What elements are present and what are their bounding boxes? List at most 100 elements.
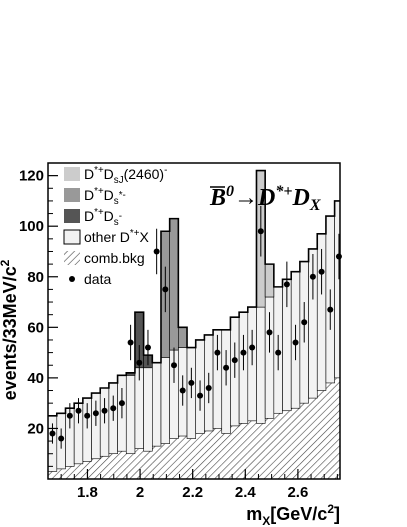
x-tick-label: 2.4 bbox=[235, 484, 257, 501]
data-marker bbox=[66, 412, 73, 419]
legend-label: other D*+X bbox=[84, 228, 149, 245]
y-tick-label: 40 bbox=[27, 370, 44, 387]
data-point bbox=[301, 302, 308, 343]
data-marker bbox=[335, 253, 342, 260]
bar bbox=[169, 438, 179, 479]
bar bbox=[117, 451, 127, 479]
total-line bbox=[48, 169, 340, 417]
bar bbox=[265, 418, 274, 479]
data-marker bbox=[257, 228, 264, 235]
data-marker bbox=[205, 384, 212, 391]
data-point bbox=[214, 334, 221, 371]
data-point bbox=[283, 261, 290, 308]
bar bbox=[187, 438, 196, 479]
bar bbox=[152, 446, 161, 479]
data-point bbox=[75, 398, 82, 424]
data-point bbox=[171, 347, 178, 383]
data-point bbox=[84, 403, 91, 429]
bar bbox=[125, 375, 136, 455]
bar bbox=[264, 263, 275, 298]
y-tick-label: 100 bbox=[19, 218, 44, 235]
legend-label: D*+Ds*- bbox=[84, 186, 126, 207]
data-point bbox=[118, 387, 125, 419]
legend-entry-data: data bbox=[69, 271, 111, 287]
bar bbox=[239, 423, 248, 479]
legend-entry: D*+Ds- bbox=[64, 207, 122, 228]
bar bbox=[195, 433, 205, 479]
bar bbox=[178, 436, 188, 479]
data-marker bbox=[136, 359, 143, 366]
y-tick-label: 80 bbox=[27, 269, 44, 286]
y-axis-title: events/33MeV/c2 bbox=[0, 259, 20, 400]
data-point bbox=[275, 334, 282, 371]
legend-swatch bbox=[64, 251, 80, 265]
y-tick-label: 60 bbox=[27, 319, 44, 336]
data-point bbox=[49, 423, 56, 444]
data-point bbox=[101, 398, 108, 424]
bar bbox=[213, 428, 222, 479]
bar bbox=[74, 463, 83, 479]
legend-swatch bbox=[64, 188, 80, 202]
legend-swatch bbox=[64, 167, 80, 181]
data-point bbox=[179, 375, 186, 406]
bar bbox=[204, 430, 214, 479]
bar bbox=[308, 398, 318, 479]
data-point bbox=[292, 324, 299, 361]
data-point bbox=[110, 395, 117, 421]
data-point bbox=[153, 228, 160, 275]
data-marker bbox=[153, 248, 160, 255]
bar bbox=[282, 410, 292, 479]
bar bbox=[334, 377, 340, 479]
bar bbox=[221, 433, 231, 479]
data-marker bbox=[249, 344, 256, 351]
bar bbox=[160, 443, 170, 479]
legend-entry: D*+DsJ(2460)- bbox=[64, 165, 167, 186]
bar bbox=[273, 413, 283, 479]
bar bbox=[48, 471, 57, 479]
data-point bbox=[231, 342, 238, 378]
bar bbox=[65, 466, 75, 479]
data-marker bbox=[266, 329, 273, 336]
data-marker bbox=[110, 405, 117, 412]
data-point bbox=[162, 266, 169, 313]
data-marker bbox=[283, 281, 290, 288]
data-point bbox=[205, 372, 212, 404]
bar bbox=[291, 408, 300, 479]
bar bbox=[160, 357, 170, 444]
data-point bbox=[197, 380, 204, 411]
data-point bbox=[240, 334, 247, 371]
data-point bbox=[66, 403, 73, 429]
legend-swatch bbox=[64, 209, 80, 223]
plot-frame bbox=[47, 162, 341, 480]
bar bbox=[299, 403, 309, 479]
bar bbox=[152, 362, 162, 447]
legend-label: D*+DsJ(2460)- bbox=[84, 165, 167, 186]
legend-label: data bbox=[84, 271, 111, 287]
data-point bbox=[318, 248, 325, 295]
legend-entry: D*+Ds*- bbox=[64, 186, 126, 207]
bar bbox=[334, 200, 340, 379]
bar bbox=[169, 218, 179, 351]
data-marker bbox=[179, 387, 186, 394]
bar bbox=[143, 451, 153, 479]
data-point bbox=[327, 289, 334, 330]
bar bbox=[56, 468, 66, 479]
legend-entry: comb.bkg bbox=[64, 250, 145, 266]
x-tick-label: 2.6 bbox=[287, 484, 308, 501]
series-comb-bkg bbox=[48, 377, 340, 479]
data-point bbox=[127, 324, 134, 361]
x-tick-label: 2.2 bbox=[182, 484, 203, 501]
decay-annotation: B0→D*+DX bbox=[209, 183, 321, 214]
axes: 1.8 2 2.2 2.4 2.6 20 40 60 80 100 120 bbox=[19, 162, 338, 501]
legend-entry: other D*+X bbox=[63, 228, 149, 245]
data-point bbox=[144, 329, 151, 366]
data-point bbox=[92, 400, 99, 426]
bar bbox=[256, 306, 266, 424]
data-marker bbox=[214, 349, 221, 356]
bar bbox=[178, 327, 188, 348]
x-tick-label: 1.8 bbox=[77, 484, 98, 501]
bar bbox=[100, 456, 109, 479]
data-point bbox=[136, 345, 143, 381]
total-prediction-outline bbox=[48, 169, 340, 417]
